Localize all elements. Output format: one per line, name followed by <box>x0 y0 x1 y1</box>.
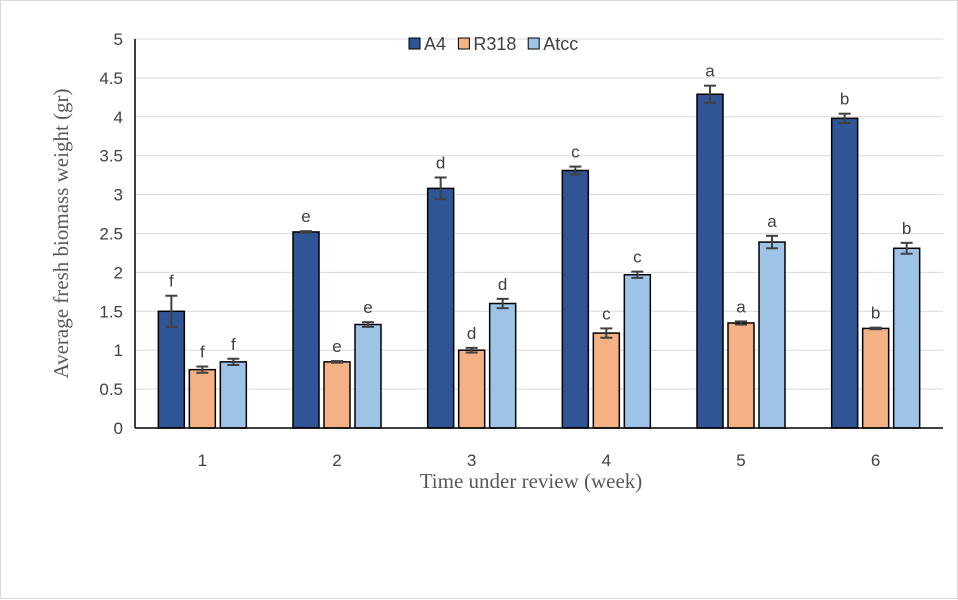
y-tick-label: 1 <box>114 341 123 360</box>
significance-letter: b <box>871 304 880 323</box>
y-tick-label: 1.5 <box>99 302 123 321</box>
significance-letter: a <box>705 62 715 81</box>
significance-letter: b <box>840 90 849 109</box>
bar <box>727 322 755 429</box>
significance-letter: e <box>332 337 341 356</box>
bar <box>623 273 652 429</box>
x-tick-label: 2 <box>332 451 341 470</box>
y-tick-label: 2.5 <box>99 225 123 244</box>
bars <box>157 84 921 429</box>
x-tick-label: 3 <box>467 451 476 470</box>
x-tick-label: 4 <box>602 451 611 470</box>
legend-swatch <box>527 37 540 50</box>
bar <box>488 302 517 429</box>
y-tick-label: 3 <box>114 186 123 205</box>
y-tick-label: 4.5 <box>99 69 123 88</box>
legend-label: Atcc <box>543 34 578 54</box>
y-axis-title: Average fresh biomass weight (gr) <box>49 88 73 378</box>
axes: 0 0.5 1 1.5 2 2.5 3 3.5 4 4.5 5 1 2 3 4 5 6 <box>99 30 943 470</box>
bar <box>861 327 890 429</box>
bar <box>157 310 186 429</box>
significance-letter: f <box>231 335 236 354</box>
significance-letter: d <box>436 153 445 172</box>
bar <box>457 349 486 429</box>
significance-letter: f <box>200 343 205 362</box>
x-axis-title: Time under review (week) <box>420 469 643 493</box>
y-tick-label: 0 <box>114 419 123 438</box>
legend-label: R318 <box>473 34 516 54</box>
significance-letter: e <box>301 207 310 226</box>
significance-letter: b <box>902 219 911 238</box>
significance-labels: f f f e e e d d d c c c a a a b b b <box>169 62 911 362</box>
bar <box>323 361 351 429</box>
gridlines <box>135 38 943 390</box>
significance-letter: d <box>467 324 476 343</box>
bar <box>830 117 859 429</box>
bar <box>561 169 590 429</box>
significance-letter: c <box>602 304 611 323</box>
significance-letter: a <box>767 212 777 231</box>
significance-letter: c <box>571 143 580 162</box>
significance-letter: e <box>363 298 372 317</box>
bar <box>188 368 217 429</box>
legend-label: A4 <box>424 34 446 54</box>
legend-swatch <box>408 37 421 50</box>
legend: A4 R318 Atcc <box>408 34 578 54</box>
y-tick-label: 2 <box>114 263 123 282</box>
bar <box>426 187 455 429</box>
y-tick-label: 3.5 <box>99 147 123 166</box>
bar <box>758 241 786 429</box>
legend-swatch <box>457 37 470 50</box>
bar <box>696 93 724 429</box>
significance-letter: a <box>736 297 746 316</box>
y-tick-label: 0.5 <box>99 380 123 399</box>
significance-letter: c <box>633 248 642 267</box>
bar <box>592 332 621 429</box>
x-tick-label: 5 <box>736 451 745 470</box>
x-tick-label: 1 <box>198 451 207 470</box>
bar <box>354 323 382 429</box>
bar <box>292 231 320 429</box>
significance-letter: d <box>498 275 507 294</box>
y-tick-label: 4 <box>114 108 123 127</box>
x-tick-label: 6 <box>871 451 880 470</box>
bar <box>219 361 248 429</box>
significance-letter: f <box>169 272 174 291</box>
bar <box>892 247 921 429</box>
y-tick-label: 5 <box>114 30 123 49</box>
